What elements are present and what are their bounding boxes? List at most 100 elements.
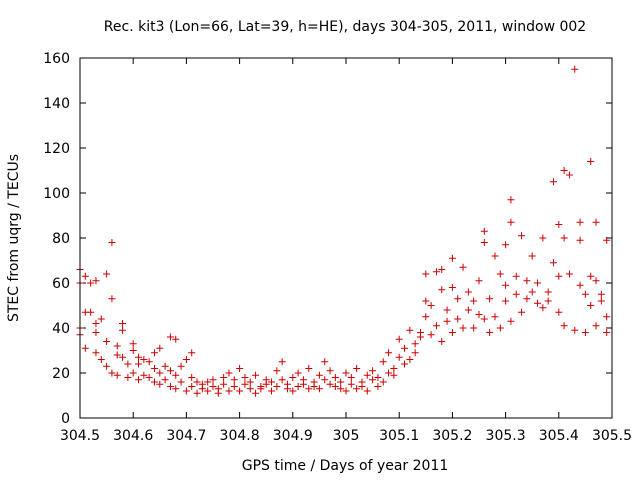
data-point	[278, 358, 286, 366]
data-point	[252, 389, 260, 397]
data-point	[507, 317, 515, 325]
data-point	[369, 367, 377, 375]
data-point	[103, 338, 111, 345]
data-point	[560, 322, 568, 330]
data-point	[119, 353, 127, 361]
data-point	[161, 362, 169, 370]
data-point	[571, 326, 579, 334]
data-point	[363, 371, 371, 379]
data-point	[523, 295, 531, 303]
data-point	[432, 268, 440, 276]
data-point	[401, 344, 409, 352]
data-point	[385, 369, 393, 377]
data-point	[512, 290, 520, 298]
data-point	[236, 387, 244, 395]
data-point	[268, 378, 276, 386]
data-point	[337, 385, 345, 393]
data-point	[475, 277, 483, 285]
data-point	[150, 349, 158, 357]
data-point	[502, 281, 510, 289]
x-axis-label: GPS time / Days of year 2011	[242, 458, 449, 474]
data-point	[549, 259, 557, 267]
data-point	[422, 313, 430, 321]
data-point	[491, 252, 499, 260]
data-point	[289, 387, 297, 395]
data-point	[342, 387, 350, 395]
data-point	[369, 376, 377, 384]
y-tick-label: 80	[52, 231, 70, 247]
y-tick-label: 40	[52, 321, 70, 337]
data-point	[486, 329, 494, 336]
data-point	[363, 387, 371, 395]
data-point	[113, 342, 121, 350]
data-point	[326, 367, 334, 375]
x-tick-label: 304.7	[166, 428, 206, 444]
data-point	[113, 371, 121, 379]
data-point	[236, 365, 244, 372]
data-point	[544, 297, 552, 305]
y-tick-label: 60	[52, 276, 70, 292]
data-point	[587, 272, 595, 280]
data-point	[321, 376, 329, 384]
data-point	[204, 387, 212, 395]
data-point	[454, 295, 462, 303]
x-tick-label: 305.1	[379, 428, 419, 444]
data-point	[119, 320, 127, 327]
data-point	[268, 387, 276, 395]
data-point	[129, 369, 137, 377]
y-tick-label: 0	[61, 411, 70, 427]
data-point	[539, 304, 547, 312]
y-tick-label: 20	[52, 366, 70, 382]
data-point	[177, 362, 185, 370]
data-point	[480, 227, 488, 235]
data-point	[523, 277, 531, 285]
data-point	[390, 371, 398, 379]
data-point	[597, 290, 605, 298]
data-point	[103, 270, 111, 278]
data-point	[331, 374, 339, 381]
data-point	[347, 380, 355, 388]
data-point	[597, 297, 605, 305]
data-point	[459, 324, 467, 332]
data-point	[135, 376, 143, 384]
data-point	[518, 308, 526, 316]
data-point	[581, 290, 589, 298]
data-point	[379, 378, 387, 386]
data-point	[87, 279, 95, 287]
data-point	[560, 234, 568, 242]
data-point	[448, 284, 456, 291]
x-tick-label: 304.8	[220, 428, 260, 444]
data-point	[544, 288, 552, 296]
data-point	[289, 374, 297, 381]
y-tick-label: 120	[43, 141, 70, 157]
data-point	[475, 311, 483, 318]
data-point	[156, 344, 164, 352]
x-tick-label: 305.5	[592, 428, 632, 444]
data-point	[241, 374, 249, 381]
data-point	[161, 376, 169, 384]
data-points	[76, 65, 611, 397]
data-point	[438, 286, 446, 294]
data-point	[108, 239, 116, 246]
data-point	[496, 270, 504, 278]
data-point	[97, 315, 105, 323]
data-point	[252, 371, 260, 379]
data-point	[464, 288, 472, 296]
data-point	[518, 232, 526, 240]
data-point	[294, 383, 302, 390]
data-point	[119, 326, 127, 334]
x-tick-label: 304.9	[273, 428, 313, 444]
data-point	[92, 329, 100, 336]
data-point	[108, 369, 116, 377]
data-point	[315, 371, 323, 379]
data-point	[87, 308, 95, 316]
data-point	[571, 65, 579, 73]
data-point	[230, 383, 238, 390]
data-point	[528, 288, 536, 296]
data-point	[470, 297, 478, 305]
y-tick-label: 140	[43, 96, 70, 112]
data-point	[140, 356, 148, 363]
data-point	[502, 241, 510, 249]
data-point	[443, 306, 451, 314]
